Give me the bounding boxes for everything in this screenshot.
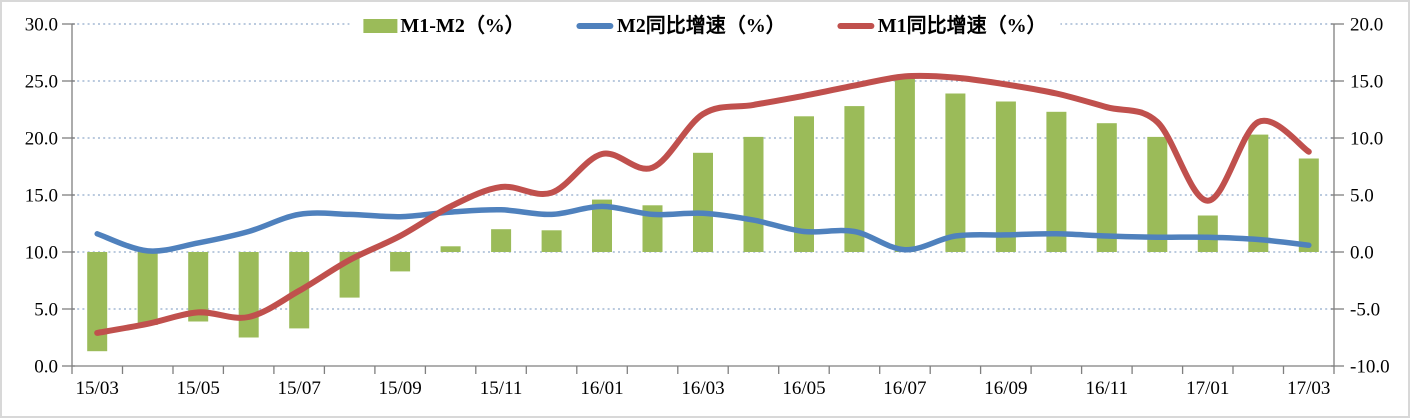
bar-16/10: [1046, 111, 1067, 252]
bar-16/08: [945, 93, 966, 252]
bar-16/11: [1096, 123, 1117, 252]
left-axis-tick-label: 20.0: [25, 129, 58, 150]
bar-15/12: [541, 230, 562, 252]
bar-swatch-icon: [363, 19, 398, 33]
line-swatch-icon: [576, 23, 614, 29]
bar-15/09: [390, 252, 411, 272]
bar-16/05: [794, 116, 814, 252]
bar-15/05: [188, 252, 209, 322]
left-axis-tick-label: 15.0: [25, 186, 58, 207]
right-axis-tick-label: 20.0: [1350, 15, 1383, 36]
right-axis-tick-label: 10.0: [1350, 129, 1383, 150]
line-swatch-icon: [837, 23, 875, 29]
x-axis-tick-label: 17/03: [1287, 378, 1330, 399]
bar-15/11: [491, 229, 512, 252]
bar-16/04: [743, 136, 764, 252]
x-axis-tick-label: 16/05: [782, 378, 825, 399]
legend-item-m2-growth: M2同比增速（%）: [576, 14, 786, 38]
x-axis-tick-label: 15/07: [278, 378, 321, 399]
x-axis-tick-label: 16/07: [883, 378, 926, 399]
x-axis-tick-label: 16/11: [1086, 378, 1129, 399]
x-axis-tick-label: 16/09: [984, 378, 1027, 399]
x-axis-tick-label: 15/03: [76, 378, 119, 399]
legend-label-m2-growth: M2同比增速（%）: [616, 15, 786, 37]
bar-16/01: [592, 199, 612, 252]
bar-16/06: [844, 106, 865, 252]
bar-16/12: [1147, 136, 1168, 252]
bar-15/03: [87, 252, 108, 352]
bar-17/02: [1248, 134, 1269, 252]
x-axis-tick-label: 17/01: [1186, 378, 1229, 399]
bar-15/04: [137, 252, 158, 325]
m1-growth-line: [94, 72, 1312, 336]
left-axis-tick-label: 25.0: [25, 72, 58, 93]
left-axis-tick-label: 10.0: [25, 243, 58, 264]
legend-label-m1-growth: M1同比增速（%）: [877, 15, 1047, 37]
bar-15/06: [238, 252, 259, 338]
x-axis-tick-label: 15/09: [378, 378, 421, 399]
right-axis-tick-label: -5.0: [1350, 300, 1380, 321]
bar-17/01: [1197, 215, 1218, 252]
right-axis-tick-label: 0.0: [1350, 243, 1374, 264]
x-axis-tick-label: 16/01: [580, 378, 623, 399]
bar-16/03: [693, 152, 713, 252]
x-axis-tick-label: 15/11: [480, 378, 523, 399]
bar-15/10: [440, 246, 461, 252]
legend-item-m1-minus-m2: M1-M2（%）: [363, 14, 525, 38]
legend: M1-M2（%） M2同比增速（%） M1同比增速（%）: [349, 12, 1061, 40]
m2-growth-line: [94, 203, 1312, 254]
left-axis-tick-label: 5.0: [34, 300, 58, 321]
bar-16/09: [995, 101, 1016, 252]
left-axis-tick-label: 0.0: [34, 357, 58, 378]
x-axis-tick-label: 16/03: [681, 378, 724, 399]
left-axis-tick-label: 30.0: [25, 15, 58, 36]
bar-16/07: [894, 78, 915, 252]
x-axis-tick-label: 15/05: [177, 378, 220, 399]
legend-item-m1-growth: M1同比增速（%）: [837, 14, 1047, 38]
legend-label-m1-minus-m2: M1-M2（%）: [400, 15, 525, 37]
right-axis-tick-label: 15.0: [1350, 72, 1383, 93]
right-axis-tick-label: -10.0: [1350, 357, 1390, 378]
bar-17/03: [1298, 158, 1319, 252]
right-axis-tick-label: 5.0: [1350, 186, 1374, 207]
